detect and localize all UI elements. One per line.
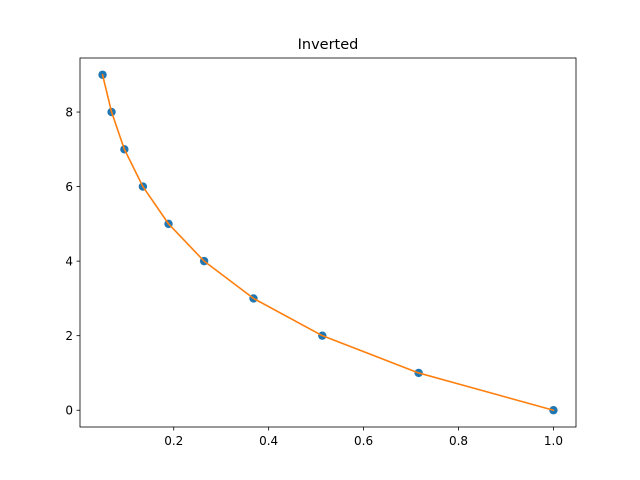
x-tick-label: 1.0 bbox=[544, 434, 563, 448]
chart-title: Inverted bbox=[298, 37, 359, 53]
y-axis: 0 2 4 6 8 bbox=[65, 105, 80, 418]
series-layer bbox=[98, 70, 558, 415]
plot-area-frame bbox=[79, 57, 577, 428]
x-axis: 0.2 0.4 0.6 0.8 1.0 bbox=[164, 427, 563, 448]
y-tick-label: 0 bbox=[65, 404, 73, 418]
y-tick-label: 6 bbox=[65, 180, 73, 194]
x-tick-label: 0.8 bbox=[449, 434, 468, 448]
y-tick-label: 8 bbox=[65, 105, 73, 119]
y-tick-label: 4 bbox=[65, 254, 73, 268]
y-tick-label: 2 bbox=[65, 329, 73, 343]
x-tick-label: 0.4 bbox=[259, 434, 278, 448]
x-tick-label: 0.6 bbox=[354, 434, 373, 448]
x-tick-label: 0.2 bbox=[164, 434, 183, 448]
series-line bbox=[101, 73, 555, 412]
